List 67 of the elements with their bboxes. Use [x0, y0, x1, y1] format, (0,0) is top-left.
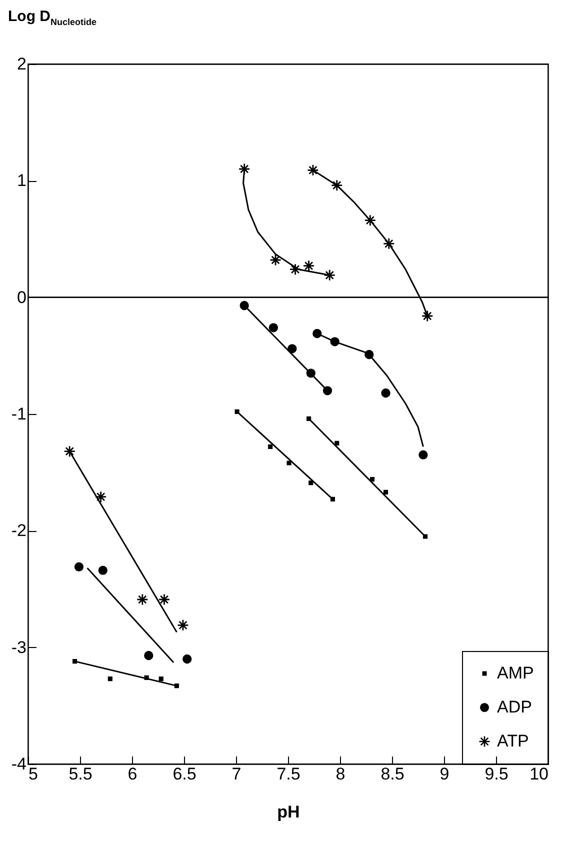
point	[418, 450, 428, 460]
y-tick-label: 1	[17, 171, 26, 190]
x-tick-label: 7	[232, 764, 242, 784]
point	[182, 654, 192, 664]
y-tick-label: -3	[11, 638, 26, 657]
x-tick-label: 6	[128, 764, 138, 784]
legend-label: ADP	[497, 698, 532, 716]
point	[364, 350, 374, 360]
point	[158, 676, 164, 682]
point	[108, 676, 112, 682]
point	[423, 534, 428, 539]
x-tick-label: 5.5	[68, 764, 92, 784]
x-tick-label: 9.5	[484, 764, 508, 784]
x-tick-label: 10	[530, 764, 548, 784]
point	[174, 684, 179, 688]
point	[308, 480, 314, 486]
point	[421, 310, 434, 322]
point	[306, 368, 316, 378]
point	[330, 496, 335, 502]
point	[94, 490, 107, 503]
point	[289, 263, 302, 276]
point	[268, 323, 278, 332]
point	[136, 594, 148, 606]
point	[334, 440, 340, 446]
point	[144, 675, 149, 680]
y-tick-label: -2	[11, 521, 26, 540]
point	[286, 460, 292, 466]
x-tick-label: 8	[336, 764, 346, 784]
y-tick-label: 2	[17, 54, 26, 74]
point	[307, 164, 319, 176]
legend-label: AMP	[497, 664, 534, 682]
x-axis-title: pH	[277, 802, 300, 822]
point	[288, 344, 297, 354]
point	[364, 214, 376, 226]
point	[312, 328, 322, 338]
point	[98, 566, 108, 575]
x-tick-label: 5	[28, 764, 38, 784]
point	[382, 238, 395, 250]
point	[177, 619, 189, 632]
y-tick-label: -1	[11, 404, 26, 424]
point	[238, 163, 250, 175]
point	[72, 659, 78, 664]
point	[381, 388, 390, 398]
point	[64, 445, 76, 458]
point	[158, 594, 170, 606]
point	[330, 179, 343, 192]
legend-label: ATP	[497, 732, 529, 750]
point	[306, 416, 312, 421]
point	[268, 444, 273, 449]
point	[322, 386, 332, 396]
x-tick-label: 8.5	[380, 764, 404, 784]
point	[302, 260, 315, 272]
point	[370, 477, 375, 482]
point	[240, 300, 249, 310]
y-axis-title: Log D$_{Nucleotide}$	[8, 8, 97, 27]
y-tick-label: 0	[17, 288, 26, 307]
point	[383, 490, 388, 494]
x-tick-label: 7.5	[276, 764, 300, 784]
x-tick-label: 6.5	[172, 764, 196, 784]
point	[270, 254, 282, 266]
point	[234, 409, 240, 414]
x-tick-label: 9	[440, 764, 450, 784]
point	[324, 269, 336, 282]
point	[144, 650, 154, 660]
point	[330, 337, 340, 346]
point	[74, 562, 84, 572]
y-tick-label: -4	[11, 754, 26, 774]
